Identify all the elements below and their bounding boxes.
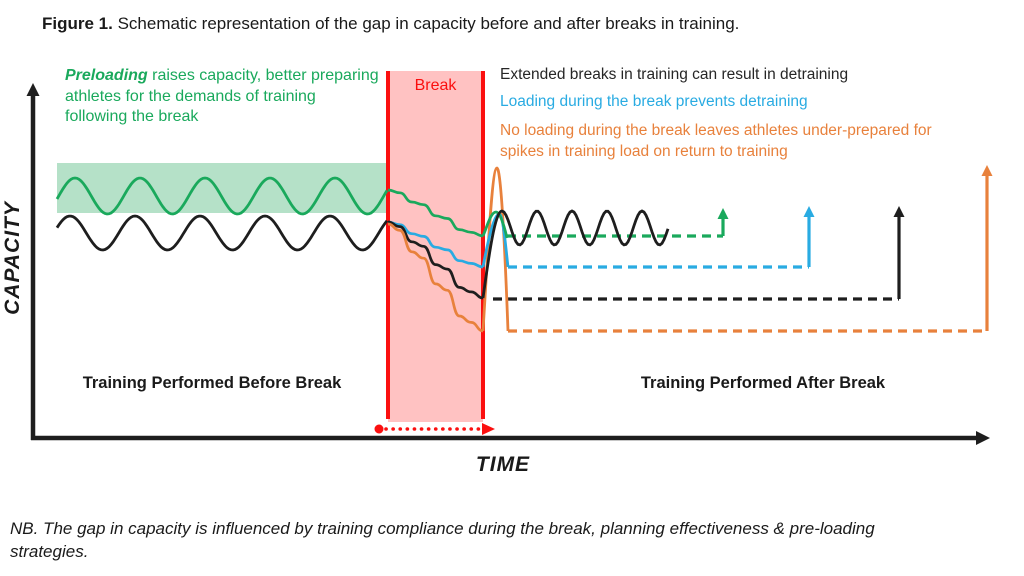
figure-number: Figure 1. bbox=[42, 14, 113, 33]
nb-footnote-line2: strategies. bbox=[10, 542, 89, 561]
preloading-capacity-band bbox=[57, 163, 388, 213]
x-axis-arrow-head bbox=[976, 431, 990, 445]
y-axis-arrow-head bbox=[26, 83, 40, 96]
figure-caption-text: Schematic representation of the gap in c… bbox=[112, 14, 740, 33]
green-return-arrow-head bbox=[717, 208, 729, 219]
blue-return-arrow-head bbox=[803, 206, 815, 217]
preloading-keyword: Preloading bbox=[65, 67, 148, 84]
green-break-step-curve bbox=[387, 188, 484, 238]
orange-break-step-curve bbox=[387, 222, 484, 333]
break-zone-label: Break bbox=[414, 77, 457, 94]
legend-loading-during-break: Loading during the break prevents detrai… bbox=[500, 93, 808, 110]
legend-no-loading-line1: No loading during the break leaves athle… bbox=[500, 122, 932, 139]
y-axis-label: CAPACITY bbox=[1, 201, 24, 315]
break-duration-arrow-head bbox=[482, 423, 495, 435]
legend-no-loading: No loading during the break leaves athle… bbox=[500, 120, 932, 162]
break-duration-dot bbox=[374, 424, 384, 434]
before-break-region-label: Training Performed Before Break bbox=[82, 374, 342, 392]
black-return-arrow-head bbox=[893, 206, 905, 217]
black-after-break-wave bbox=[481, 209, 670, 299]
figure-caption: Figure 1. Schematic representation of th… bbox=[42, 14, 739, 34]
black-break-step-curve bbox=[387, 220, 484, 300]
nb-footnote: NB. The gap in capacity is influenced by… bbox=[10, 517, 1020, 563]
legend-no-loading-line2: spikes in training load on return to tra… bbox=[500, 143, 788, 160]
nb-footnote-line1: NB. The gap in capacity is influenced by… bbox=[10, 519, 875, 538]
x-axis-label: TIME bbox=[475, 453, 531, 476]
green-return-spike-curve bbox=[481, 210, 509, 239]
preloading-annotation: Preloading raises capacity, better prepa… bbox=[65, 66, 379, 128]
orange-return-arrow-head bbox=[981, 165, 993, 176]
preloading-text: raises capacity, better preparing athlet… bbox=[65, 67, 379, 125]
legend-extended-breaks: Extended breaks in training can result i… bbox=[500, 66, 849, 83]
green-before-break-wave bbox=[55, 176, 389, 216]
after-break-region-label: Training Performed After Break bbox=[640, 374, 886, 392]
blue-break-step-curve bbox=[387, 220, 484, 269]
black-before-break-wave bbox=[55, 214, 389, 252]
